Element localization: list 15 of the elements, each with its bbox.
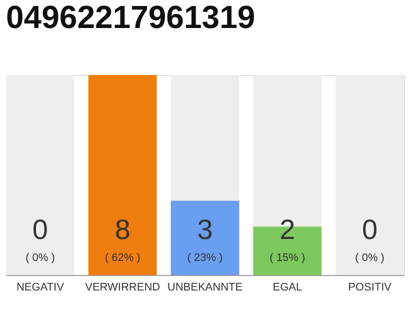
x-tick-label: VERWIRREND bbox=[85, 282, 160, 294]
x-tick-label: EGAL bbox=[272, 282, 302, 294]
x-tick-label: NEGATIV bbox=[16, 282, 65, 294]
x-tick-label: UNBEKANNTE bbox=[167, 282, 243, 294]
data-label: ( 0% ) bbox=[355, 252, 384, 264]
x-tick-label: POSITIV bbox=[348, 282, 392, 294]
annotation: 0 bbox=[362, 214, 378, 245]
data-label: ( 15% ) bbox=[270, 252, 306, 264]
data-label: ( 23% ) bbox=[187, 252, 223, 264]
annotation: 0 bbox=[32, 214, 48, 245]
data-label: ( 0% ) bbox=[26, 252, 55, 264]
data-label: ( 62% ) bbox=[104, 252, 140, 264]
annotation: 8 bbox=[114, 214, 130, 245]
annotation: 3 bbox=[197, 214, 213, 245]
chart-title: 04962217961319 bbox=[6, 0, 256, 35]
